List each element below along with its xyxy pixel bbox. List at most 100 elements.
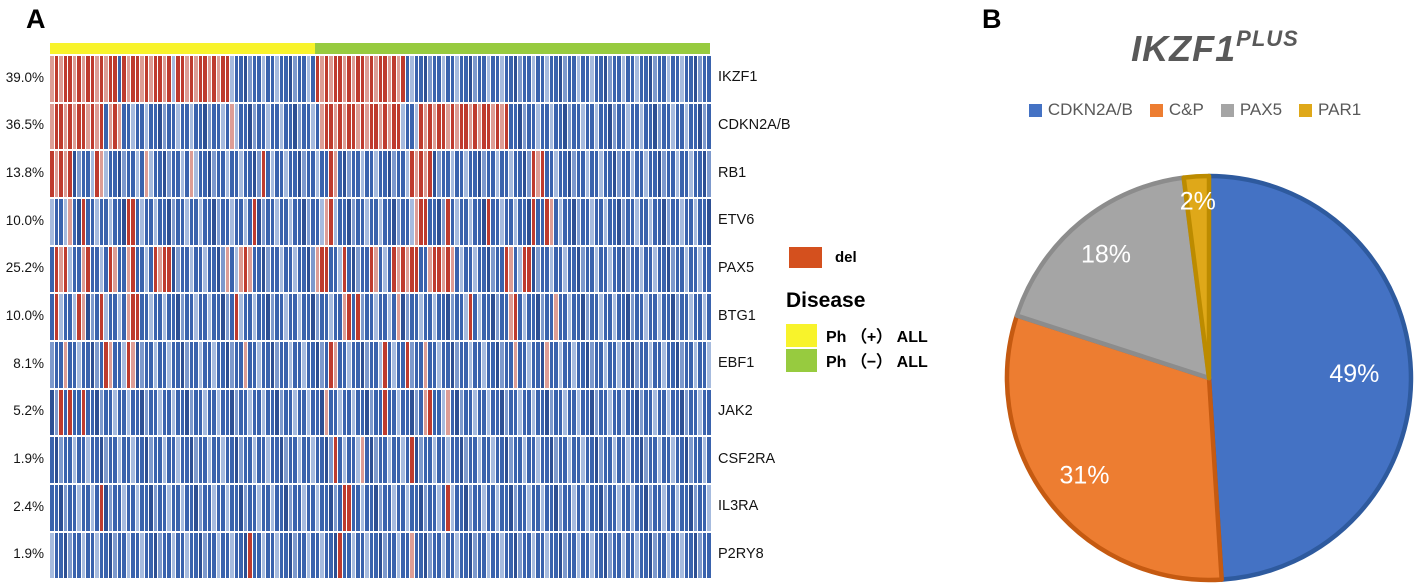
cell-wt [140, 437, 144, 483]
cell-wt [500, 532, 504, 579]
cell-wt [261, 484, 265, 531]
cell-wt [509, 103, 513, 150]
cell-del [464, 103, 468, 150]
cell-wt [158, 341, 162, 388]
cell-del [342, 246, 346, 293]
cell-wt [288, 389, 292, 436]
cell-wt [185, 437, 189, 483]
cell-del [320, 246, 324, 293]
cell-wt [320, 198, 324, 245]
cell-wt [428, 294, 432, 340]
cell-wt [635, 103, 639, 150]
cell-wt [90, 532, 94, 579]
cell-wt [675, 437, 679, 483]
heatmap-row-ebf1 [50, 341, 711, 388]
cell-wt [198, 151, 202, 197]
cell-wt [221, 151, 225, 197]
cell-wt [221, 532, 225, 579]
cell-wt [59, 484, 63, 531]
cell-wt [212, 294, 216, 340]
cell-wt [644, 294, 648, 340]
cell-wt [171, 389, 175, 436]
cell-wt [455, 532, 459, 579]
cell-wt [144, 198, 148, 245]
cell-del [320, 103, 324, 150]
cell-wt [644, 151, 648, 197]
cell-del [72, 103, 76, 150]
cell-wt [617, 198, 621, 245]
cell-wt [446, 151, 450, 197]
cell-wt [369, 151, 373, 197]
cell-wt [122, 294, 126, 340]
cell-wt [189, 198, 193, 245]
cell-wt [504, 484, 508, 531]
cell-wt [707, 151, 711, 197]
cell-wt [167, 151, 171, 197]
cell-wt [387, 389, 391, 436]
cell-del [504, 246, 508, 293]
cell-wt [698, 341, 702, 388]
cell-wt [644, 389, 648, 436]
cell-wt [243, 437, 247, 483]
cell-wt [387, 341, 391, 388]
cell-wt [216, 341, 220, 388]
cell-wt [153, 484, 157, 531]
cell-del [360, 103, 364, 150]
cell-del [423, 151, 427, 197]
cell-wt [212, 198, 216, 245]
cell-wt [536, 341, 540, 388]
cell-del [387, 103, 391, 150]
cell-wt [486, 437, 490, 483]
cell-wt [50, 532, 54, 579]
cell-wt [518, 437, 522, 483]
cell-wt [216, 484, 220, 531]
cell-wt [675, 151, 679, 197]
cell-del [63, 341, 67, 388]
cell-del [59, 103, 63, 150]
cell-wt [671, 389, 675, 436]
cell-wt [657, 294, 661, 340]
cell-wt [396, 389, 400, 436]
cell-wt [360, 151, 364, 197]
cell-del [99, 56, 103, 102]
cell-wt [140, 532, 144, 579]
cell-wt [423, 246, 427, 293]
cell-wt [563, 198, 567, 245]
cell-del [59, 389, 63, 436]
cell-wt [284, 56, 288, 102]
pie-legend-label: CDKN2A/B [1047, 100, 1133, 119]
cell-wt [558, 389, 562, 436]
cell-wt [684, 389, 688, 436]
cell-wt [279, 103, 283, 150]
cell-wt [140, 198, 144, 245]
cell-wt [63, 389, 67, 436]
legend-item-ph-positive: Ph （+） ALL [786, 323, 928, 347]
cell-wt [594, 484, 598, 531]
heatmap-row-p2ry8 [50, 532, 711, 579]
cell-del [428, 246, 432, 293]
cell-wt [95, 198, 99, 245]
cell-wt [513, 56, 517, 102]
cell-wt [374, 294, 378, 340]
pie-title-text: IKZF1 [1131, 28, 1237, 69]
cell-wt [576, 532, 580, 579]
cell-wt [531, 532, 535, 579]
cell-wt [144, 532, 148, 579]
cell-wt [450, 437, 454, 483]
cell-wt [86, 294, 90, 340]
cell-wt [657, 198, 661, 245]
cell-wt [666, 389, 670, 436]
cell-wt [158, 294, 162, 340]
cell-wt [608, 294, 612, 340]
cell-wt [86, 198, 90, 245]
pie-legend-swatch [1028, 103, 1042, 117]
cell-del [86, 56, 90, 102]
cell-wt [194, 103, 198, 150]
cell-wt [527, 389, 531, 436]
cell-wt [194, 341, 198, 388]
cell-wt [279, 151, 283, 197]
cell-wt [162, 389, 166, 436]
cell-wt [509, 56, 513, 102]
cell-wt [261, 103, 265, 150]
